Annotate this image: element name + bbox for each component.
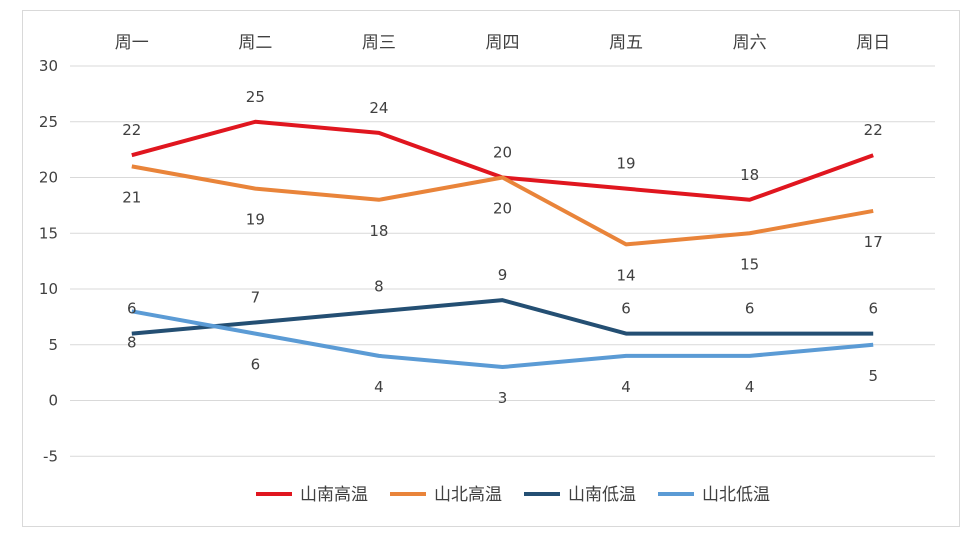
y-tick-label: -5 [43, 447, 58, 465]
y-tick-label: 30 [39, 57, 58, 75]
data-label: 5 [868, 367, 878, 385]
chart-frame [22, 10, 960, 527]
x-tick-label: 周二 [238, 33, 272, 53]
data-label: 20 [493, 144, 512, 162]
data-label: 8 [374, 277, 384, 295]
series-line [131, 298, 874, 336]
data-label: 14 [617, 266, 636, 284]
data-label: 6 [251, 356, 261, 374]
x-axis: 周一 周二 周三 周四 周五 周六 周日 [115, 33, 890, 53]
data-label: 6 [868, 300, 878, 318]
y-tick-label: 25 [39, 113, 58, 131]
x-tick-label: 周五 [609, 33, 643, 53]
data-label: 24 [369, 99, 388, 117]
x-tick-label: 周六 [733, 33, 767, 53]
y-tick-label: 15 [39, 224, 58, 242]
data-label: 15 [740, 255, 759, 273]
series-line [131, 309, 874, 370]
series-line [131, 164, 874, 247]
data-label: 4 [374, 378, 384, 396]
y-tick-label: 20 [39, 169, 58, 187]
legend-label: 山北低温 [702, 485, 770, 505]
legend: 山南高温 山北高温 山南低温 山北低温 [256, 485, 770, 505]
data-label: 18 [740, 166, 759, 184]
y-tick-label: 5 [48, 336, 58, 354]
data-label: 6 [127, 300, 137, 318]
data-label: 22 [864, 121, 883, 139]
data-label: 4 [745, 378, 755, 396]
series-lines [131, 119, 874, 370]
gridlines [70, 65, 935, 457]
x-tick-label: 周四 [486, 33, 520, 53]
x-tick-label: 周一 [115, 33, 149, 53]
data-label: 17 [864, 233, 883, 251]
legend-label: 山南高温 [300, 485, 368, 505]
legend-label: 山北高温 [434, 485, 502, 505]
data-label: 18 [369, 222, 388, 240]
data-label: 6 [745, 300, 755, 318]
legend-label: 山南低温 [568, 485, 636, 505]
y-tick-label: 10 [39, 280, 58, 298]
data-label: 21 [122, 188, 141, 206]
data-label: 8 [127, 333, 137, 351]
x-tick-label: 周日 [856, 33, 890, 53]
data-label: 4 [621, 378, 631, 396]
y-tick-label: 0 [48, 392, 58, 410]
data-labels: 22 25 24 20 19 18 22 21 19 18 20 14 15 17 6 7 8 9 6 6 6 8 6 4 3 4… [122, 88, 883, 407]
data-label: 20 [493, 200, 512, 218]
y-axis: 30 25 20 15 10 5 0 -5 [39, 57, 58, 465]
data-label: 6 [621, 300, 631, 318]
data-label: 19 [246, 211, 265, 229]
data-label: 7 [251, 288, 261, 306]
data-label: 25 [246, 88, 265, 106]
data-label: 19 [617, 155, 636, 173]
data-label: 9 [498, 266, 508, 284]
data-label: 22 [122, 121, 141, 139]
x-tick-label: 周三 [362, 33, 396, 53]
data-label: 3 [498, 389, 508, 407]
